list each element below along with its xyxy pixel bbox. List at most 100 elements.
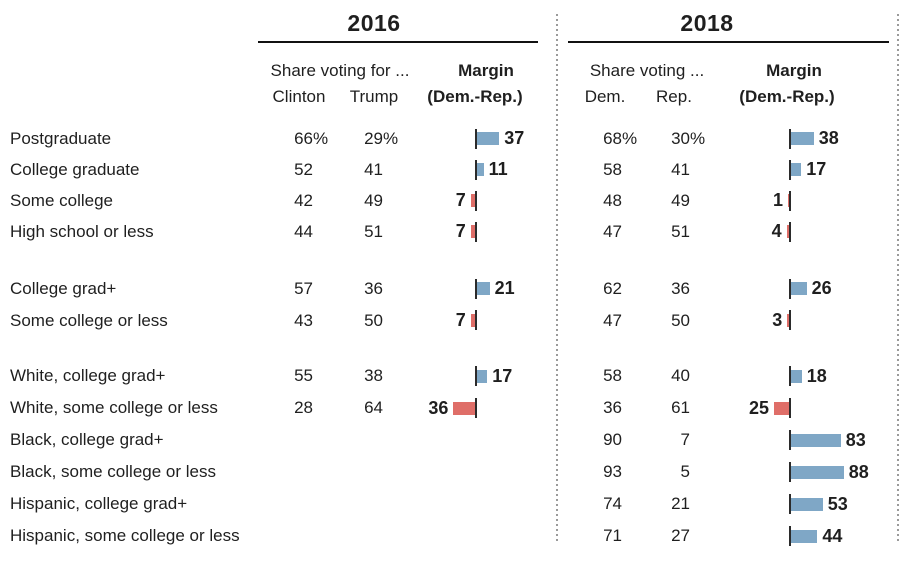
rep-share-value-2016: 49 [364, 191, 383, 210]
baseline-tick-2018 [789, 190, 791, 211]
dem-share-value-2018: 58 [603, 366, 622, 385]
margin-bar-2018 [787, 313, 789, 327]
margin-value-2018: 38 [818, 128, 839, 148]
margin-sub-header-2018: (Dem.-Rep.) [739, 87, 835, 106]
rep-share-value-2018: 51 [671, 222, 690, 241]
baseline-tick-2018 [789, 159, 791, 180]
dem-share-value-2016: 28 [294, 398, 313, 417]
share-voting-header-2016: Share voting for ... [270, 61, 410, 80]
margin-value-2018: 4 [771, 221, 782, 241]
margin-value-2018: 44 [822, 526, 843, 546]
dem-share-value-2016: 57 [294, 279, 313, 298]
baseline-tick-2018 [789, 278, 791, 299]
row-label: Hispanic, some college or less [10, 526, 240, 545]
margin-bar-2018 [791, 163, 802, 176]
dem-share-value-2018: 93 [603, 462, 622, 481]
dem-column-header: Dem. [584, 87, 626, 106]
row-label: Black, college grad+ [10, 430, 164, 449]
baseline-tick-2018 [789, 128, 791, 149]
margin-bar-2018 [786, 225, 789, 238]
margin-value-2018: 3 [772, 309, 783, 330]
rep-share-value-2016: 38 [364, 366, 383, 385]
baseline-tick-2018 [789, 221, 791, 242]
margin-value-2018: 25 [748, 398, 769, 418]
title-underline-2018 [568, 41, 889, 43]
section-title-2018: 2018 [680, 10, 734, 36]
margin-value-2016: 11 [488, 159, 508, 179]
percent-sign: % [690, 129, 706, 148]
dem-share-value-2018: 74 [603, 494, 622, 513]
margin-bar-2016 [477, 132, 500, 145]
margin-bar-2016 [477, 163, 484, 176]
baseline-tick-2016 [475, 278, 477, 299]
margin-value-2016: 36 [428, 398, 449, 418]
baseline-tick-2016 [475, 221, 477, 242]
baseline-tick-2018 [789, 526, 791, 546]
rep-share-value-2016: 29% [313, 123, 398, 154]
rep-share-value-2016: 51 [364, 222, 383, 241]
baseline-tick-2016 [475, 190, 477, 211]
rep-share-value-2018: 40 [671, 366, 690, 385]
margin-bar-2016 [453, 401, 475, 415]
row-label: Some college or less [10, 310, 168, 330]
margin-bar-2018 [791, 132, 814, 145]
margin-value-2018: 1 [772, 190, 783, 210]
rep-share-value-2018: 50 [671, 310, 690, 330]
dem-share-value-2016: 66% [243, 123, 328, 154]
margin-bar-2018 [791, 282, 807, 296]
margin-value-2016: 37 [504, 128, 525, 148]
clinton-column-header: Clinton [272, 87, 326, 106]
baseline-tick-2018 [789, 462, 791, 482]
rep-share-value-2018: 41 [671, 160, 690, 179]
margin-header-2018: Margin [766, 61, 822, 80]
baseline-tick-2016 [475, 128, 477, 149]
dem-share-value-2018: 58 [603, 160, 622, 179]
margin-value-2016: 7 [455, 221, 466, 241]
dem-share-value-2018: 47 [603, 310, 622, 330]
dem-share-value-2018: 48 [603, 191, 622, 210]
row-label: College graduate [10, 160, 140, 179]
rep-share-value-2016: 64 [364, 398, 383, 417]
dem-share-value-2016: 55 [294, 366, 313, 385]
margin-value-2016: 21 [494, 278, 515, 298]
share-voting-header-2018: Share voting ... [589, 61, 705, 80]
baseline-tick-2016 [475, 159, 477, 180]
rep-share-value-2018: 5 [680, 462, 690, 481]
row-label: Black, some college or less [10, 462, 216, 481]
margin-value-2016: 7 [455, 309, 466, 330]
baseline-tick-2018 [789, 398, 791, 418]
margin-value-2018: 17 [806, 159, 827, 179]
row-label: Postgraduate [10, 129, 112, 148]
baseline-tick-2018 [789, 494, 791, 514]
row-label: White, college grad+ [10, 366, 166, 385]
margin-bar-2016 [477, 282, 490, 296]
margin-bar-2016 [470, 194, 475, 207]
baseline-tick-2016 [475, 366, 477, 386]
rep-share-value-2018: 30% [620, 123, 705, 154]
margin-value-2018: 88 [848, 462, 869, 482]
rep-share-value-2018: 36 [671, 279, 690, 298]
baseline-tick-2018 [789, 430, 791, 450]
margin-bar-2016 [470, 225, 475, 238]
margin-bar-2018 [791, 497, 823, 511]
trump-column-header: Trump [349, 87, 399, 106]
dem-share-value-2018: 90 [603, 430, 622, 449]
percent-sign: % [313, 129, 329, 148]
margin-value-2018: 18 [806, 366, 827, 386]
rep-share-value-2016: 41 [364, 160, 383, 179]
margin-bar-2018 [788, 194, 789, 207]
rep-share-value-2018: 7 [680, 430, 690, 449]
dem-share-value-2016: 44 [294, 222, 313, 241]
rep-share-value-2018: 49 [671, 191, 690, 210]
margin-value-2016: 7 [455, 190, 466, 210]
margin-bar-2018 [791, 433, 841, 447]
dem-share-value-2018: 62 [603, 279, 622, 298]
baseline-tick-2018 [789, 310, 791, 331]
margin-header-2016: Margin [458, 61, 514, 80]
row-label: High school or less [10, 222, 154, 241]
dem-share-value-2016: 52 [294, 160, 313, 179]
margin-value-2018: 83 [845, 430, 866, 450]
margin-bar-2018 [774, 401, 789, 415]
row-label: College grad+ [10, 279, 117, 298]
